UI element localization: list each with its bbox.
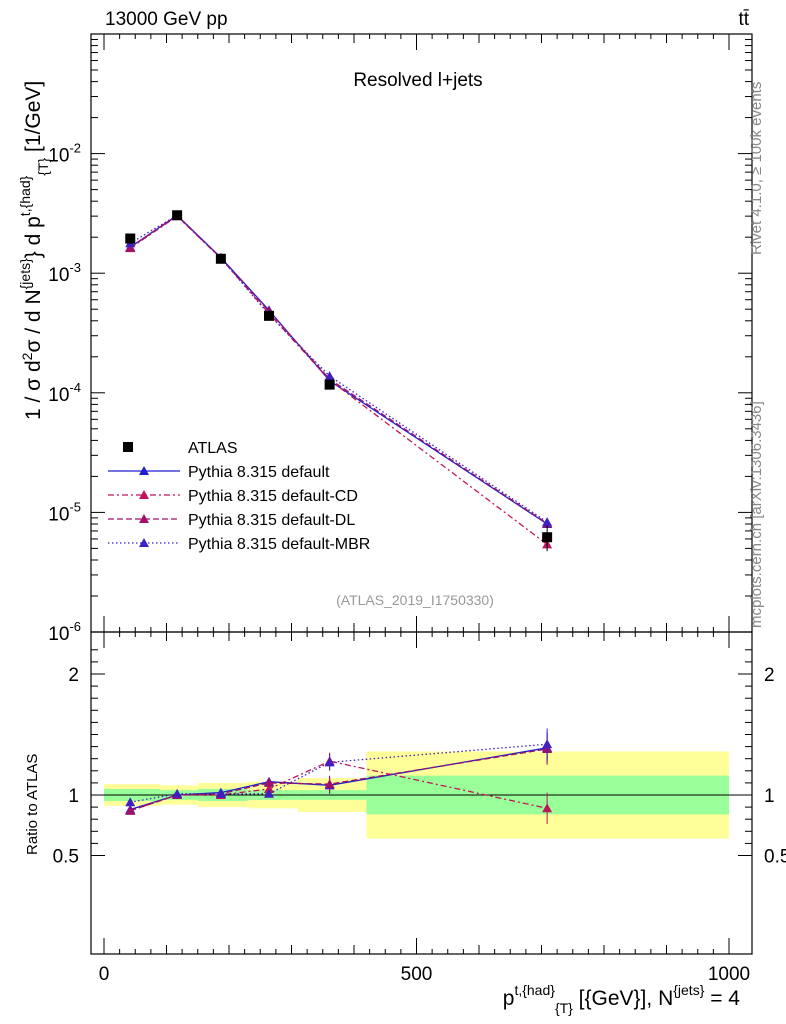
- ratio-marker: [125, 797, 136, 807]
- legend-marker: [139, 490, 149, 499]
- atlas-marker: [125, 233, 136, 244]
- ratio-tick-label-right: 1: [764, 786, 775, 807]
- legend: ATLAS Pythia 8.315 default Pythia 8.315 de…: [108, 440, 370, 553]
- ratio-y-label: Ratio to ATLAS: [24, 754, 41, 855]
- y-tick-label: 10-3: [48, 260, 81, 286]
- legend-atlas-marker: [123, 442, 133, 452]
- analysis-label: (ATLAS_2019_I1750330): [336, 592, 494, 608]
- series-marker: [324, 371, 335, 381]
- ratio-plot-frame: [90, 631, 753, 955]
- ratio-tick-label: 1: [68, 786, 79, 807]
- ratio-line: [130, 743, 548, 803]
- y-tick-label: 10-6: [48, 619, 81, 645]
- ratio-marker: [542, 739, 553, 749]
- legend-atlas-label: ATLAS: [188, 440, 238, 457]
- series-layer: [125, 210, 553, 825]
- ratio-marker: [264, 783, 274, 793]
- legend-label: Pythia 8.315 default-MBR: [188, 536, 370, 553]
- y-tick-label: 10-2: [48, 141, 81, 167]
- ratio-marker: [264, 788, 274, 798]
- atlas-marker: [264, 310, 274, 321]
- ratio-marker: [324, 757, 335, 767]
- ratio-tick-label-right: 0.5: [764, 847, 786, 868]
- ratio-marker: [264, 777, 274, 787]
- ratio-marker: [215, 788, 226, 798]
- ratio-line: [130, 748, 548, 812]
- atlas-marker: [172, 210, 183, 221]
- ratio-line: [130, 760, 548, 812]
- ratio-tick-label: 0.5: [53, 847, 79, 868]
- header-left: 13000 GeV pp: [105, 9, 228, 30]
- series-line: [129, 214, 548, 523]
- header-right: tt̄: [738, 9, 749, 30]
- y-tick-label: 10-5: [48, 499, 81, 525]
- legend-label: Pythia 8.315 default-CD: [188, 488, 358, 505]
- legend-marker: [139, 514, 149, 523]
- atlas-marker: [324, 379, 335, 390]
- plot-title: Resolved l+jets: [353, 70, 482, 91]
- x-tick-label: 500: [401, 964, 433, 985]
- y-tick-label: 10-4: [48, 380, 81, 406]
- series-line: [129, 214, 548, 524]
- ratio-tick-label-right: 2: [764, 665, 775, 686]
- ratio-marker: [542, 803, 553, 813]
- legend-marker: [139, 538, 149, 547]
- rivet-label: Rivet 4.1.0, ≥ 100k events: [748, 82, 765, 255]
- ratio-marker: [172, 788, 183, 798]
- axes: 10-6 10-5 10-4 10-3 10-2 0.5 0.5 1 1 2 2 0 500 1000: [48, 33, 786, 985]
- legend-marker: [139, 466, 149, 475]
- x-tick-label: 1000: [708, 964, 750, 985]
- mcplots-label: mcplots.cern.ch [arXiv:1306.3436]: [748, 401, 765, 628]
- ratio-marker: [125, 805, 136, 815]
- series-marker: [542, 517, 553, 527]
- legend-label: Pythia 8.315 default: [188, 464, 330, 481]
- atlas-data: [125, 210, 553, 552]
- legend-label: Pythia 8.315 default-DL: [188, 512, 355, 529]
- series-3: [125, 210, 553, 807]
- x-axis-label: pt,{had}{T} [{GeV}], N{jets} = 4: [503, 982, 741, 1016]
- y-axis-label: 1 / σ d2σ / d N{jets}} d pt,{had}{T} [1/…: [17, 81, 51, 420]
- ratio-marker: [324, 779, 335, 789]
- atlas-marker: [215, 253, 226, 264]
- x-tick-label: 0: [99, 964, 110, 985]
- ratio-tick-label: 2: [68, 665, 79, 686]
